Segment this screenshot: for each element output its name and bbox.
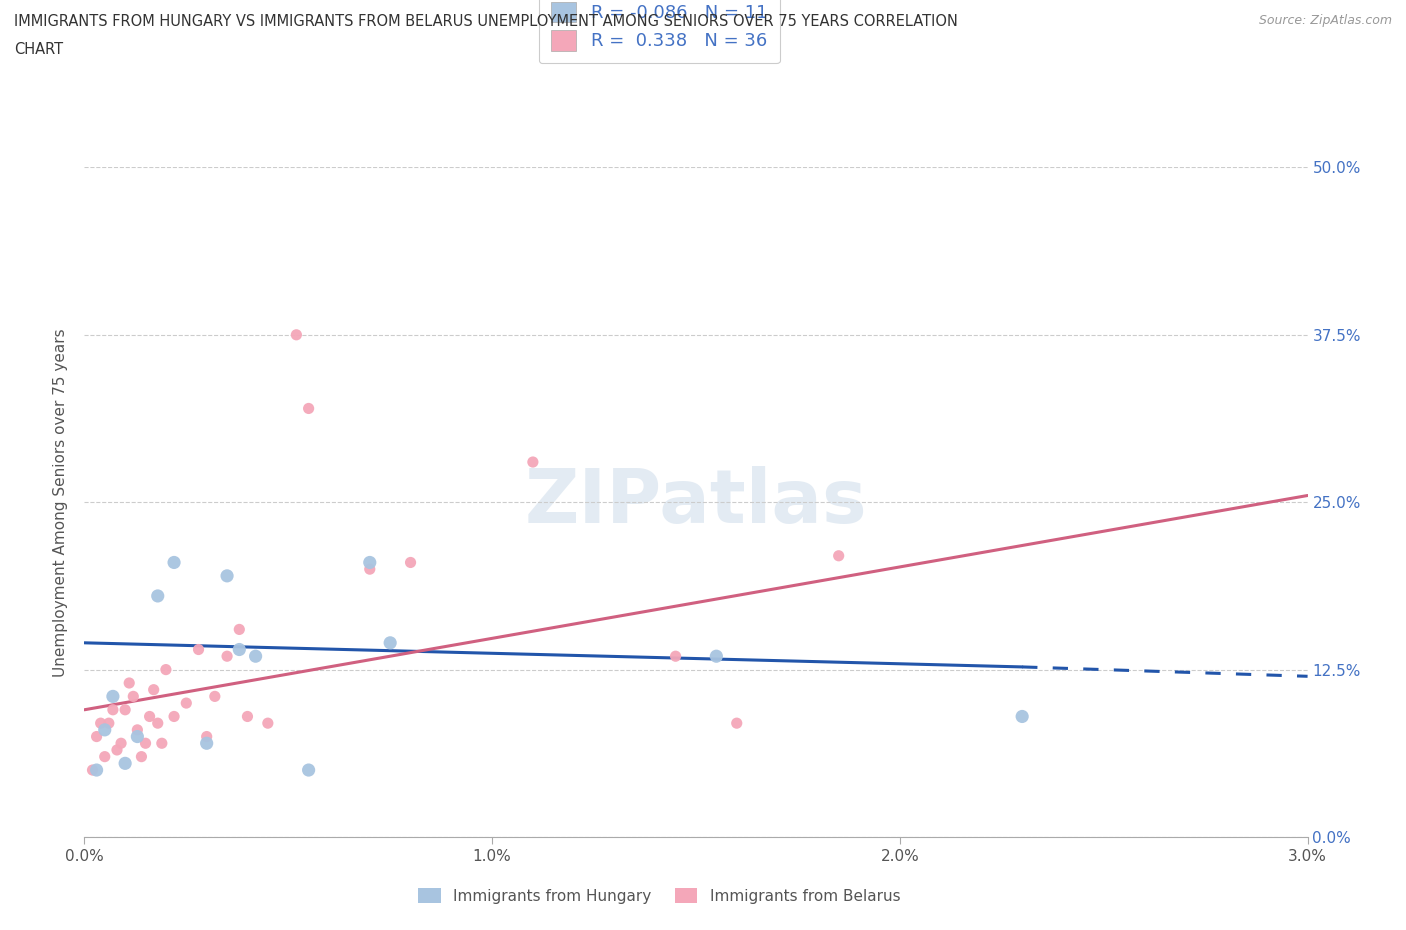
Point <box>217 649 239 664</box>
Point <box>101 689 124 704</box>
Point <box>359 555 381 570</box>
Point <box>298 401 321 416</box>
Point <box>228 622 250 637</box>
Point <box>131 750 153 764</box>
Text: CHART: CHART <box>14 42 63 57</box>
Point <box>217 568 239 583</box>
Point <box>163 709 186 724</box>
Point <box>163 555 186 570</box>
Text: Source: ZipAtlas.com: Source: ZipAtlas.com <box>1258 14 1392 27</box>
Point <box>257 716 280 731</box>
Point <box>142 683 165 698</box>
Point <box>204 689 226 704</box>
Point <box>135 736 157 751</box>
Point <box>86 729 108 744</box>
Point <box>114 756 136 771</box>
Point <box>127 729 149 744</box>
Point <box>228 642 250 657</box>
Point <box>90 716 112 731</box>
Point <box>665 649 688 664</box>
Point <box>359 562 381 577</box>
Point <box>380 635 402 650</box>
Point <box>86 763 108 777</box>
Point <box>150 736 173 751</box>
Point <box>146 589 169 604</box>
Point <box>285 327 308 342</box>
Point <box>245 649 267 664</box>
Point <box>97 716 120 731</box>
Point <box>1011 709 1033 724</box>
Point <box>706 649 728 664</box>
Point <box>174 696 197 711</box>
Point <box>725 716 748 731</box>
Point <box>93 723 117 737</box>
Point <box>110 736 132 751</box>
Point <box>138 709 160 724</box>
Point <box>122 689 145 704</box>
Text: IMMIGRANTS FROM HUNGARY VS IMMIGRANTS FROM BELARUS UNEMPLOYMENT AMONG SENIORS OV: IMMIGRANTS FROM HUNGARY VS IMMIGRANTS FR… <box>14 14 957 29</box>
Point <box>82 763 104 777</box>
Point <box>118 675 141 690</box>
Point <box>236 709 259 724</box>
Point <box>399 555 422 570</box>
Point <box>155 662 177 677</box>
Point <box>114 702 136 717</box>
Legend: Immigrants from Hungary, Immigrants from Belarus: Immigrants from Hungary, Immigrants from… <box>412 882 907 910</box>
Text: ZIPatlas: ZIPatlas <box>524 466 868 538</box>
Point <box>101 702 124 717</box>
Point <box>93 750 117 764</box>
Point <box>187 642 209 657</box>
Point <box>146 716 169 731</box>
Point <box>828 549 851 564</box>
Point <box>195 729 218 744</box>
Point <box>522 455 544 470</box>
Y-axis label: Unemployment Among Seniors over 75 years: Unemployment Among Seniors over 75 years <box>53 328 69 676</box>
Point <box>105 742 128 757</box>
Point <box>127 723 149 737</box>
Point <box>298 763 321 777</box>
Point <box>195 736 218 751</box>
